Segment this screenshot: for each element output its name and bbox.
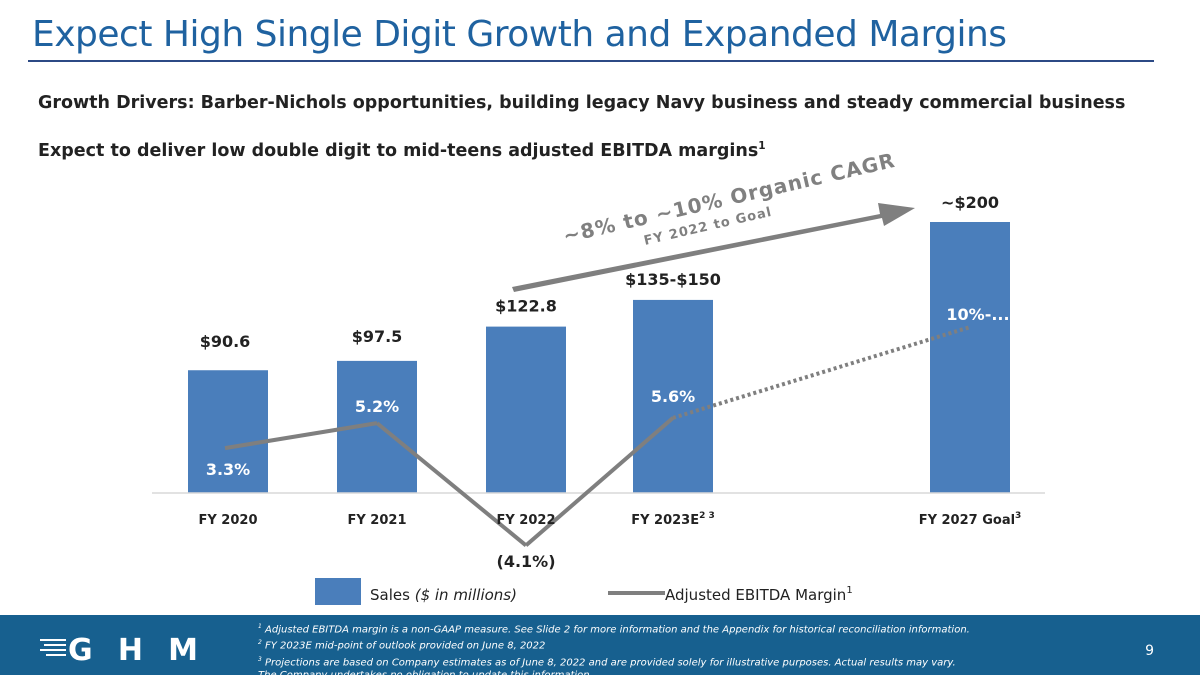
footer: GHM 1 Adjusted EBITDA margin is a non-GA… [0,615,1200,681]
bullet-text: Expect to deliver low double digit to mi… [38,140,759,161]
margin-data-label: 5.6% [651,387,695,406]
footnote-ref: 1 [758,140,766,152]
growth-drivers-text: Growth Drivers: Barber-Nichols opportuni… [38,93,1125,113]
page-title: Expect High Single Digit Growth and Expa… [32,14,1007,55]
ghm-logo: GHM [40,635,198,661]
margin-data-label: 5.2% [355,397,399,416]
legend-margin-label: Adjusted EBITDA Margin1 [665,585,853,604]
title-rule [28,60,1154,62]
margin-line-segment [375,421,528,547]
margin-line-segment [524,416,675,547]
sales-bar [633,299,713,493]
growth-arrow-icon [512,203,915,292]
margin-data-label: 3.3% [206,460,250,479]
margin-data-label: (4.1%) [497,552,556,571]
sales-bar [486,326,566,493]
sales-data-label: $135-$150 [625,270,721,289]
margin-line-segment [224,421,378,451]
legend-sales-label: Sales ($ in millions) [370,586,517,604]
category-label: FY 2022 [496,513,555,528]
sales-data-label: ~$200 [941,193,999,212]
sales-data-label: $97.5 [352,327,403,346]
footnote: 3 Projections are based on Company estim… [258,655,956,668]
svg-text:GHM: GHM [68,635,198,661]
legend-sales-swatch [315,578,361,605]
margin-data-label: 10%-... [946,305,1009,324]
footnotes: 1 Adjusted EBITDA margin is a non-GAAP m… [258,620,970,682]
cagr-label: ~8% to ~10% Organic CAGR [561,148,898,248]
footnote: 2 FY 2023E mid-point of outlook provided… [258,639,546,652]
sales-margin-chart: ~8% to ~10% Organic CAGR FY 2022 to Goal… [152,148,1045,605]
category-label: FY 2021 [347,513,406,528]
footnote: The Company undertakes no obligation to … [258,669,593,681]
margin-expectation-text: Expect to deliver low double digit to mi… [38,140,766,161]
page-number: 9 [1145,643,1154,659]
bullet-text: Growth Drivers: Barber-Nichols opportuni… [38,93,1126,113]
category-label: FY 2027 Goal3 [919,511,1022,528]
footnote: 1 Adjusted EBITDA margin is a non-GAAP m… [258,623,970,636]
sales-bar [930,222,1010,493]
sales-data-label: $90.6 [200,332,251,351]
margin-projection-line [672,325,971,420]
sales-bar [188,370,268,493]
legend: Sales ($ in millions) Adjusted EBITDA Ma… [315,578,853,605]
category-label: FY 2020 [198,513,257,528]
sales-data-label: $122.8 [495,297,557,316]
category-label: FY 2023E2 3 [631,511,715,528]
